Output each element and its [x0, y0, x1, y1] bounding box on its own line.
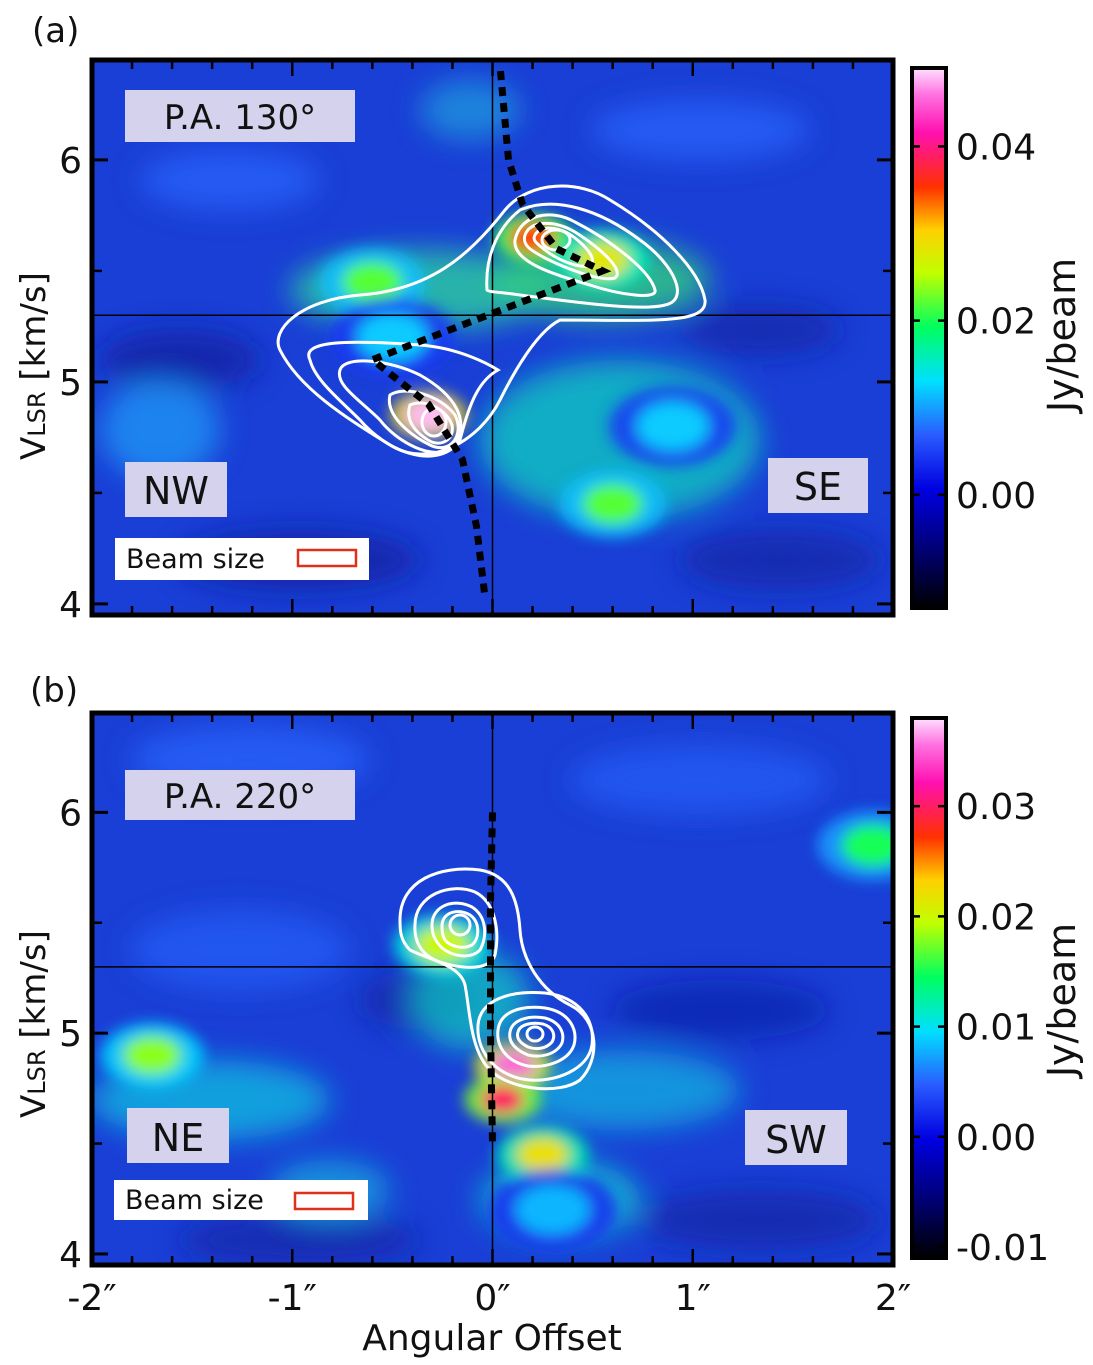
pa-label-box-a: P.A. 130°	[125, 90, 355, 142]
x-tick-label: -1″	[268, 1278, 317, 1319]
ticks-b: 4 5 6 -2″ -1″ 0″ 1″ 2″	[59, 713, 911, 1319]
colorbar-tick-label: 0.01	[956, 1008, 1036, 1049]
beam-legend-b: Beam size	[114, 1180, 368, 1220]
colorbar-tick-label: 0.03	[956, 787, 1036, 828]
intensity-peak	[582, 483, 643, 525]
y-tick-label: 6	[59, 793, 82, 834]
beam-ellipse-a	[296, 548, 358, 568]
right-label-b: SW	[765, 1118, 827, 1162]
right-label-a: SE	[794, 465, 842, 509]
beam-ellipse-b	[293, 1191, 355, 1211]
colorbar-b	[910, 716, 948, 1260]
beam-label-a: Beam size	[126, 544, 265, 575]
colorbar-label-b: Jy/beam	[1040, 923, 1084, 1079]
y-axis-label-a: VLSR [km/s]	[14, 272, 54, 460]
x-tick-label: -2″	[67, 1278, 116, 1319]
y-tick-label: 6	[59, 141, 82, 182]
colorbar-ticks-b: -0.01 0.00 0.01 0.02 0.03	[912, 787, 1049, 1269]
intensity-peak	[636, 402, 709, 451]
y-tick-label: 5	[59, 363, 82, 404]
x-tick-label: 0″	[474, 1278, 510, 1319]
left-label-b: NE	[152, 1116, 204, 1160]
pa-label-b: P.A. 220°	[164, 777, 316, 817]
right-label-box-b: SW	[745, 1110, 847, 1165]
beam-legend-a: Beam size	[115, 538, 369, 580]
left-label-box-a: NW	[125, 462, 227, 517]
x-tick-label: 1″	[675, 1278, 711, 1319]
panel-b: (b)	[14, 671, 1084, 1359]
intensity-peak	[356, 313, 429, 362]
pa-label-a: P.A. 130°	[164, 98, 316, 138]
colorbar-tick-label: 0.00	[956, 1118, 1036, 1159]
beam-label-b: Beam size	[125, 1185, 264, 1216]
contours-b	[398, 867, 596, 1091]
colorbar-tick-label: -0.01	[956, 1228, 1049, 1269]
colorbar-a	[910, 66, 948, 610]
intensity-peak	[122, 1035, 182, 1075]
y-tick-label: 4	[59, 1235, 82, 1276]
y-tick-label: 4	[59, 585, 82, 626]
intensity-peak	[516, 1185, 590, 1235]
intensity-peak	[480, 1085, 525, 1114]
model-curve-a	[365, 70, 612, 594]
heatmap-a	[92, 60, 893, 615]
panel-a: (a)	[14, 11, 1084, 626]
colorbar-tick-label: 0.00	[956, 476, 1036, 517]
colorbar-ticks-a: 0.00 0.02 0.04	[912, 127, 1036, 517]
model-curve-b	[486, 812, 496, 1144]
colorbar-tick-label: 0.02	[956, 302, 1036, 343]
intensity-peak	[841, 824, 893, 867]
intensity-peak	[516, 1137, 569, 1173]
colorbar-tick-label: 0.02	[956, 897, 1036, 938]
left-label-a: NW	[143, 469, 209, 513]
colorbar-tick-label: 0.04	[956, 127, 1036, 168]
ticks-a: 4 5 6	[59, 60, 895, 626]
right-label-box-a: SE	[768, 458, 868, 513]
colorbar-label-a: Jy/beam	[1040, 258, 1084, 414]
left-label-box-b: NE	[127, 1108, 229, 1163]
pa-label-box-b: P.A. 220°	[125, 770, 355, 820]
x-tick-label: 2″	[875, 1278, 911, 1319]
intensity-peak	[490, 1051, 535, 1081]
y-tick-label: 5	[59, 1014, 82, 1055]
panel-label-b: (b)	[30, 671, 78, 711]
y-axis-label-b: VLSR [km/s]	[14, 930, 54, 1118]
panel-label-a: (a)	[32, 11, 79, 51]
x-axis-label: Angular Offset	[362, 1318, 622, 1359]
